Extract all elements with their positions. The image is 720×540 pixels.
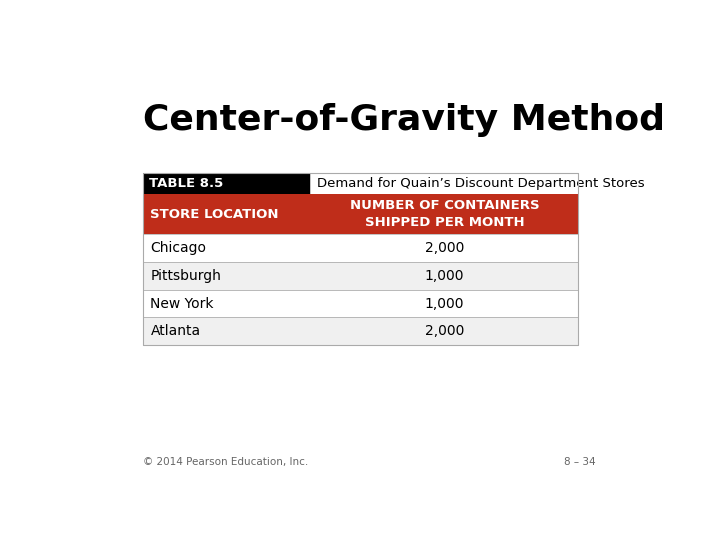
Text: Center-of-Gravity Method: Center-of-Gravity Method xyxy=(143,103,665,137)
Text: 8 – 34: 8 – 34 xyxy=(564,457,595,467)
Text: © 2014 Pearson Education, Inc.: © 2014 Pearson Education, Inc. xyxy=(143,457,308,467)
Text: STORE LOCATION: STORE LOCATION xyxy=(150,208,279,221)
Text: NUMBER OF CONTAINERS
SHIPPED PER MONTH: NUMBER OF CONTAINERS SHIPPED PER MONTH xyxy=(349,199,539,229)
Text: TABLE 8.5: TABLE 8.5 xyxy=(149,177,223,190)
Text: Pittsburgh: Pittsburgh xyxy=(150,269,221,283)
Text: 1,000: 1,000 xyxy=(425,269,464,283)
Text: Demand for Quain’s Discount Department Stores: Demand for Quain’s Discount Department S… xyxy=(317,177,644,190)
Text: 2,000: 2,000 xyxy=(425,241,464,255)
Bar xyxy=(310,194,311,234)
Text: 1,000: 1,000 xyxy=(425,296,464,310)
Bar xyxy=(143,262,578,289)
Bar xyxy=(143,173,310,194)
Bar xyxy=(143,173,578,345)
Bar xyxy=(143,289,578,318)
Bar xyxy=(310,173,578,194)
Bar xyxy=(143,318,578,345)
Bar xyxy=(143,234,578,262)
Text: Atlanta: Atlanta xyxy=(150,324,201,338)
Text: New York: New York xyxy=(150,296,214,310)
Text: Chicago: Chicago xyxy=(150,241,207,255)
Text: 2,000: 2,000 xyxy=(425,324,464,338)
Bar xyxy=(143,194,578,234)
